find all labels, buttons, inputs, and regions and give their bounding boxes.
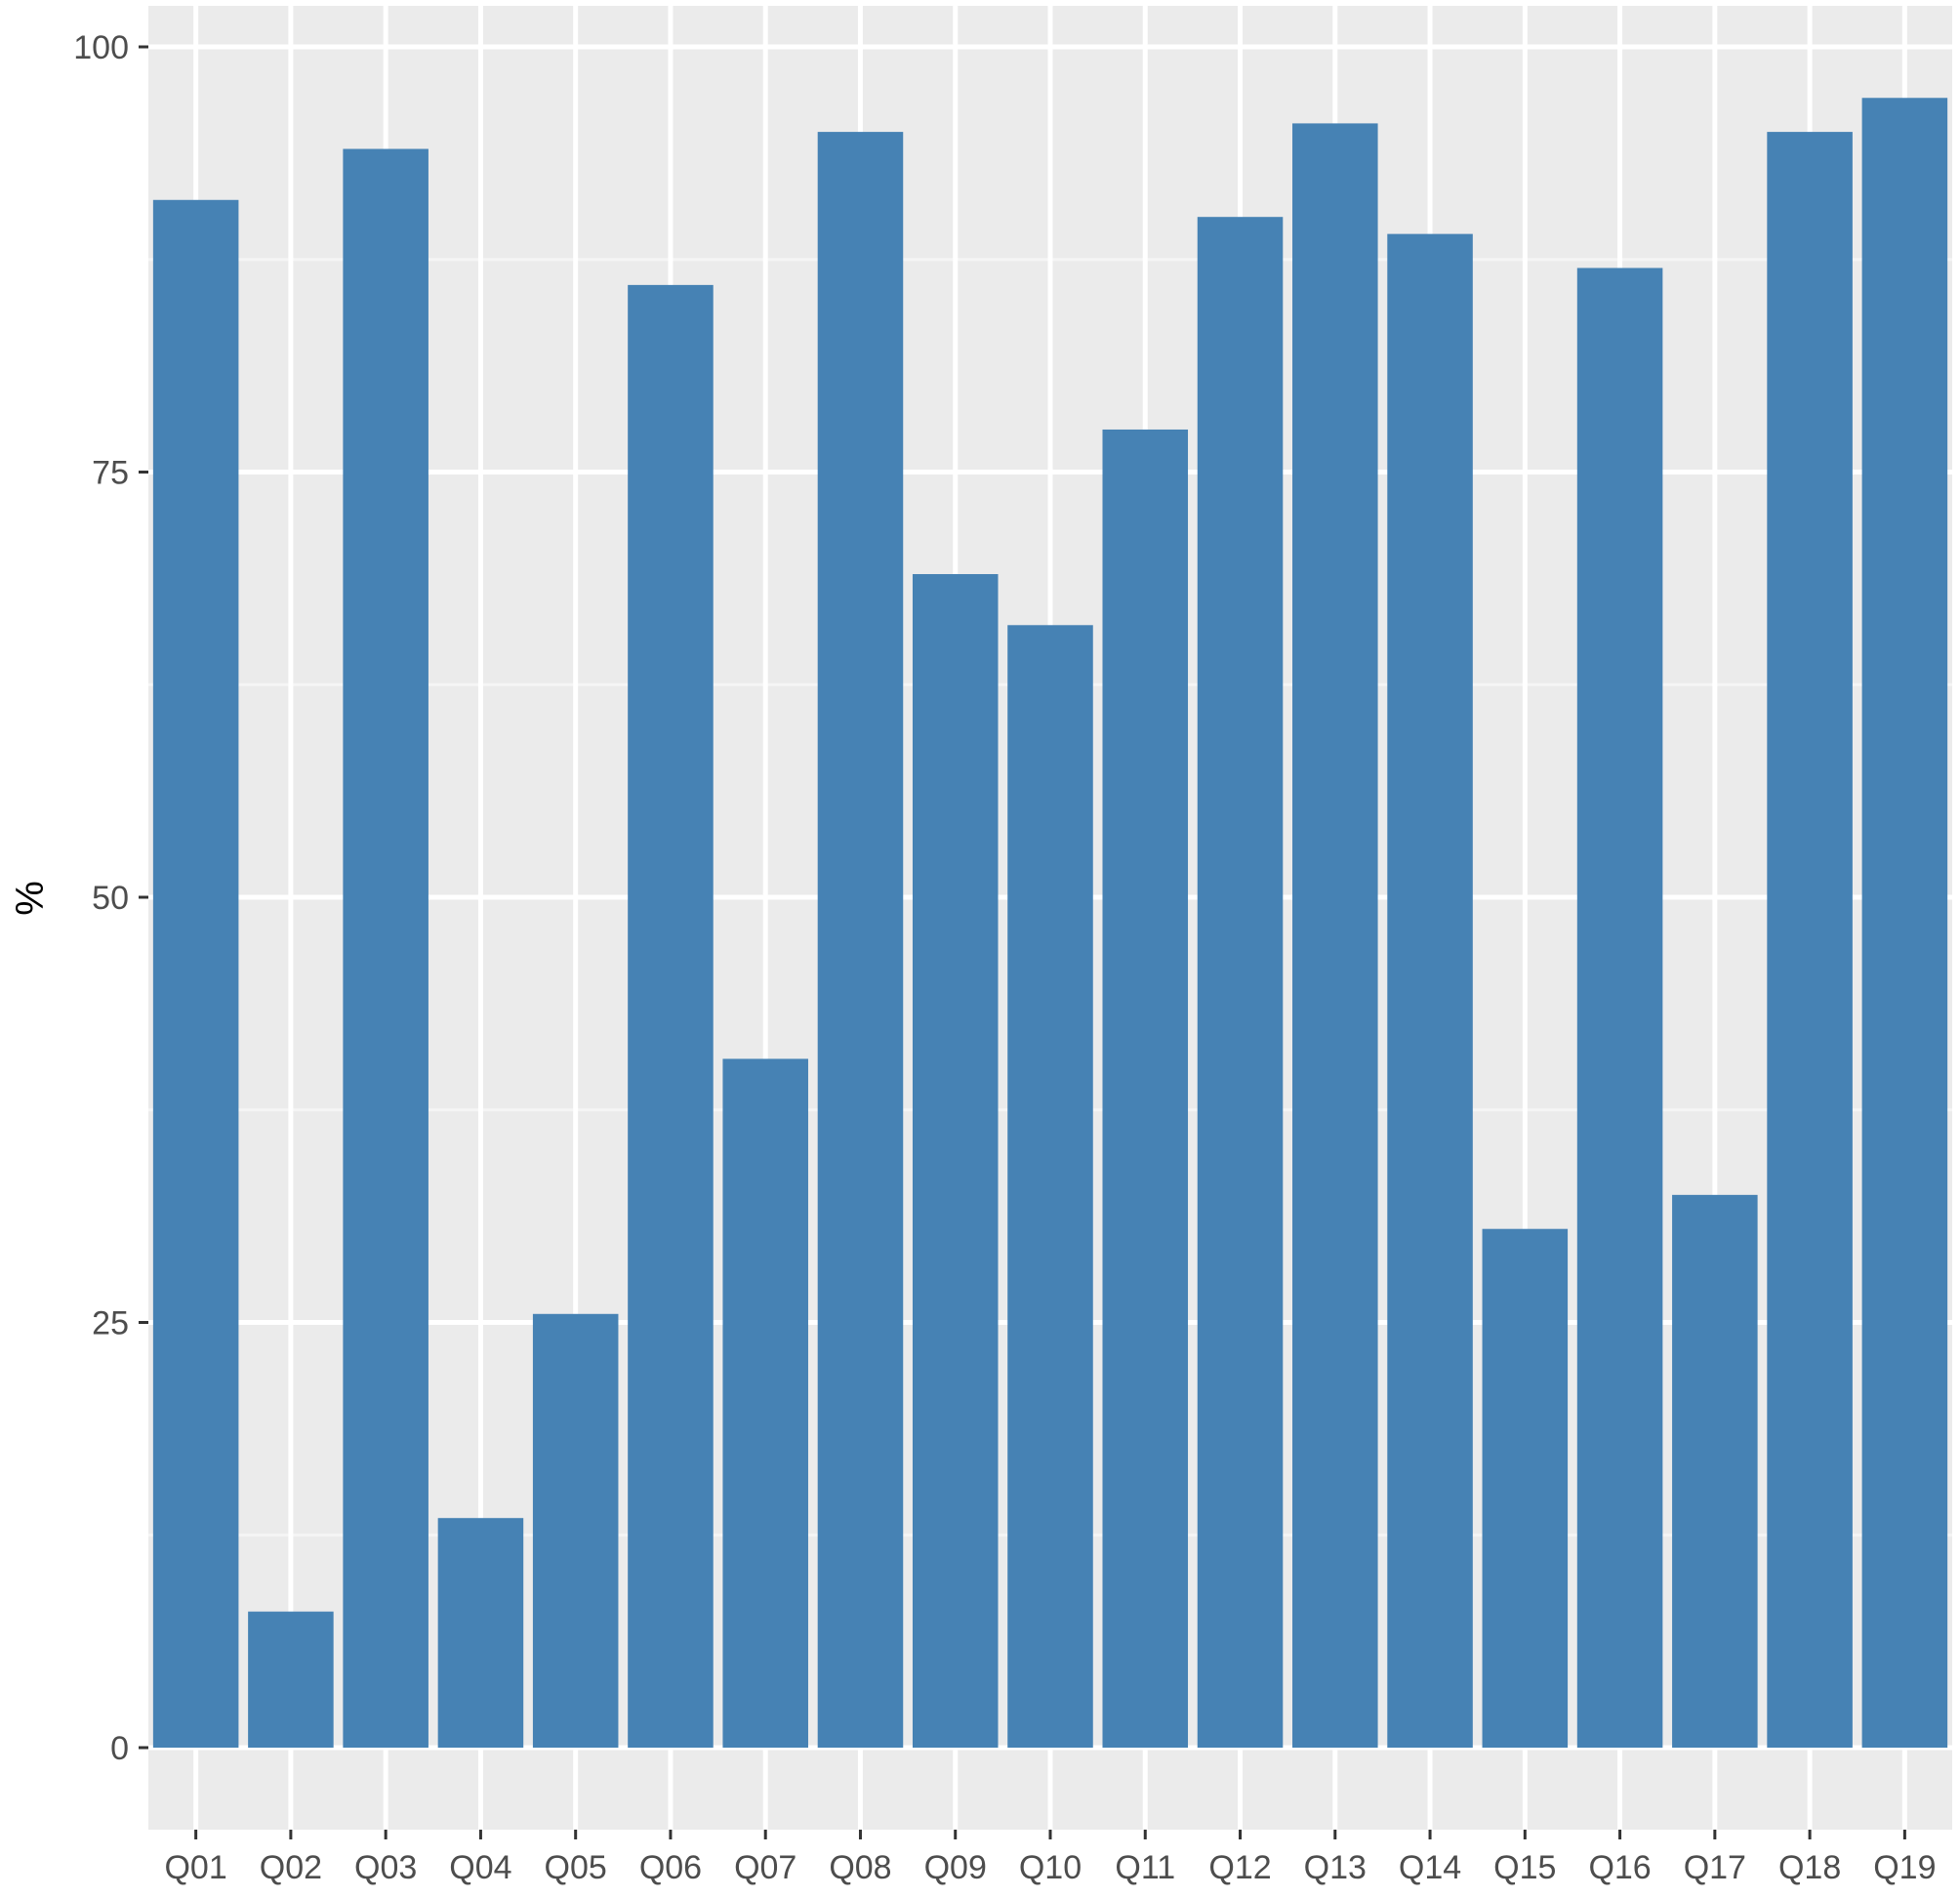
x-tick-label: Q05	[545, 1849, 607, 1886]
x-tick-label: Q04	[449, 1849, 511, 1886]
x-tick-label: Q12	[1208, 1849, 1271, 1886]
x-tick-label: Q08	[829, 1849, 891, 1886]
bar-q19	[1861, 98, 1948, 1748]
x-tick-label: Q03	[354, 1849, 417, 1886]
bar-q04	[437, 1517, 524, 1748]
y-tick-label: 75	[92, 455, 129, 492]
bar-q09	[912, 574, 999, 1748]
x-tick-label: Q07	[734, 1849, 796, 1886]
bar-q12	[1197, 217, 1284, 1749]
bar-q18	[1767, 132, 1853, 1749]
bar-q03	[343, 148, 429, 1748]
y-tick-label: 100	[73, 29, 129, 66]
x-tick-label: Q11	[1115, 1849, 1175, 1886]
x-tick-label: Q17	[1684, 1849, 1746, 1886]
bar-q14	[1387, 233, 1473, 1748]
bar-q08	[817, 132, 904, 1749]
bar-q05	[532, 1313, 619, 1748]
bar-q10	[1007, 625, 1093, 1748]
bar-q13	[1292, 123, 1378, 1748]
bar-q02	[248, 1611, 334, 1748]
y-tick-label: 0	[110, 1730, 129, 1767]
x-tick-label: Q06	[639, 1849, 702, 1886]
x-tick-label: Q09	[924, 1849, 987, 1886]
bars	[152, 98, 1948, 1749]
axes: 0 25 50 75 100 Q01 Q02 Q03 Q04 Q05 Q06 Q07 Q08 Q09 Q10…	[73, 29, 1936, 1886]
bar-q16	[1576, 268, 1663, 1749]
x-tick-label: Q14	[1399, 1849, 1461, 1886]
y-tick-label: 25	[92, 1305, 129, 1342]
x-tick-label: Q16	[1588, 1849, 1651, 1886]
bar-q07	[722, 1058, 808, 1748]
x-tick-label: Q15	[1493, 1849, 1556, 1886]
x-tick-label: Q02	[260, 1849, 322, 1886]
bar-q01	[152, 199, 239, 1748]
y-axis-title: %	[9, 881, 52, 916]
bar-q15	[1482, 1228, 1569, 1748]
bar-q11	[1102, 429, 1189, 1749]
x-tick-label: Q18	[1778, 1849, 1841, 1886]
y-tick-label: 50	[92, 880, 129, 917]
x-tick-label: Q10	[1019, 1849, 1082, 1886]
x-tick-label: Q13	[1304, 1849, 1367, 1886]
bar-q06	[628, 284, 714, 1748]
x-tick-label: Q01	[164, 1849, 226, 1886]
x-tick-label: Q19	[1873, 1849, 1936, 1886]
bar-q17	[1672, 1194, 1758, 1748]
